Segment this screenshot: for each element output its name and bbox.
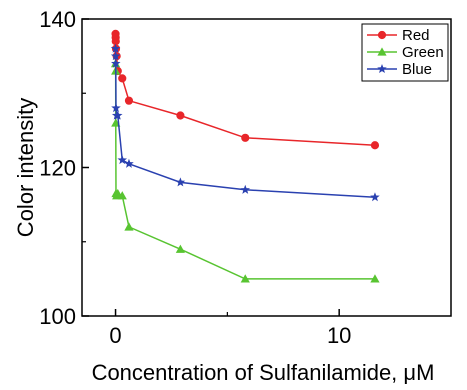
series-layer (110, 29, 380, 283)
y-tick-label: 140 (39, 7, 76, 32)
series-red-point (241, 133, 250, 142)
series-red-point (370, 141, 380, 150)
series-red (111, 29, 380, 150)
series-blue-point (240, 184, 251, 194)
legend-red-label: Red (402, 27, 430, 44)
series-green-line (114, 63, 375, 280)
series-blue-point (370, 192, 380, 202)
series-red-line (114, 33, 376, 146)
series-blue-point (111, 103, 121, 113)
series-blue-point (175, 177, 186, 187)
series-green-point (370, 274, 380, 283)
legend-green-label: Green (402, 44, 444, 61)
series-blue-point (117, 155, 128, 165)
series-red-point (176, 111, 185, 120)
series-red-point (124, 96, 134, 105)
series-green-point (240, 274, 250, 283)
series-green-point (117, 191, 127, 200)
series-blue-point (110, 51, 121, 61)
y-axis-label: Color intensity (13, 98, 38, 237)
legend-red-marker (377, 30, 387, 40)
x-tick-label: 0 (109, 323, 121, 348)
legend-green-marker (377, 47, 387, 56)
series-blue-point (113, 110, 123, 120)
series-green-point (124, 222, 134, 231)
series-blue-point (124, 158, 134, 168)
series-blue-line (114, 48, 376, 198)
y-tick-label: 100 (39, 304, 76, 329)
series-red-point (118, 74, 127, 83)
legend-blue-marker (377, 64, 387, 74)
series-blue (110, 43, 380, 202)
tick-layer: 100 120 140 0 10 (39, 7, 351, 348)
y-tick-label: 120 (39, 156, 76, 181)
legend-blue-label: Blue (402, 61, 432, 78)
series-blue-point (110, 43, 121, 53)
series-green-point (175, 244, 185, 253)
series-blue-point (111, 58, 121, 68)
series-green (110, 58, 380, 283)
x-tick-label: 10 (327, 323, 351, 348)
x-axis-label: Concentration of Sulfanilamide, μM (92, 360, 435, 385)
series-red-point (111, 37, 120, 46)
